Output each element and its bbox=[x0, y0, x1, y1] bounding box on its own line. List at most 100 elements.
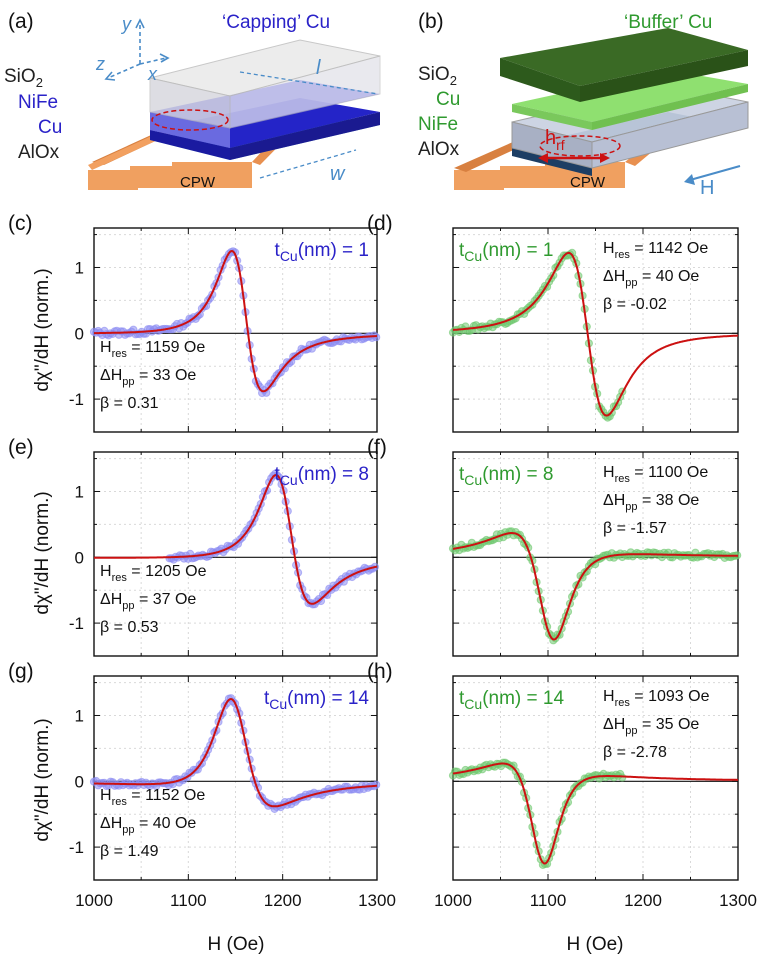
fit-param-sub: res bbox=[615, 697, 631, 709]
fit-param-sub: pp bbox=[625, 277, 637, 289]
hrf-label: hrf bbox=[545, 127, 565, 153]
fit-param-value: = 33 Oe bbox=[135, 367, 197, 384]
x-tick-label: 1000 bbox=[75, 891, 113, 910]
fit-param-value: = 1205 Oe bbox=[127, 563, 207, 580]
fit-param-value: = 1093 Oe bbox=[630, 688, 710, 705]
fit-param-main: ΔH bbox=[100, 591, 122, 608]
fit-param-main: H bbox=[100, 787, 112, 804]
x-tick-label: 1300 bbox=[719, 891, 757, 910]
fit-param-value: = 37 Oe bbox=[135, 591, 197, 608]
schematic-b-title: ‘Buffer’ Cu bbox=[624, 12, 712, 33]
fit-param-sub: pp bbox=[625, 501, 637, 513]
fit-param: Hres = 1093 Oe bbox=[603, 688, 710, 709]
cu-layer-b bbox=[512, 70, 748, 122]
fit-param-beta: β = -1.57 bbox=[603, 520, 667, 537]
sio2-layer-b bbox=[500, 28, 748, 86]
fit-param-sub: pp bbox=[122, 824, 134, 836]
series-title-sub: Cu bbox=[464, 248, 482, 264]
data-markers bbox=[448, 527, 742, 645]
y-tick-label: 0 bbox=[75, 548, 84, 567]
series-title-suffix: (nm) = 8 bbox=[482, 464, 553, 485]
layer-label-alox-a: AlOx bbox=[18, 142, 60, 163]
x-tick-label: 1000 bbox=[434, 891, 472, 910]
x-tick-label: 1200 bbox=[264, 891, 302, 910]
fit-param-value: = 1142 Oe bbox=[630, 240, 709, 257]
fit-line bbox=[453, 251, 738, 417]
fit-param: ΔHpp = 38 Oe bbox=[603, 492, 699, 513]
fit-param: ΔHpp = 33 Oe bbox=[100, 367, 196, 388]
y-tick-label: 0 bbox=[75, 772, 84, 791]
y-tick-label: 1 bbox=[75, 706, 84, 725]
fit-param-sub: res bbox=[615, 249, 631, 261]
fit-param: ΔHpp = 35 Oe bbox=[603, 716, 699, 737]
data-markers bbox=[165, 469, 379, 609]
chart-panel-f: (f) tCu(nm) = 8 Hres = 1100 Oe ΔHpp = 38 Oe… bbox=[367, 436, 742, 657]
fit-line bbox=[94, 249, 377, 393]
x-axis-label-right: H (Oe) bbox=[567, 934, 624, 955]
panel-label: (d) bbox=[367, 212, 393, 235]
panel-label: (f) bbox=[367, 436, 387, 459]
fit-param-value: = 1159 Oe bbox=[127, 339, 206, 356]
series-title-main: t bbox=[459, 464, 465, 485]
fit-param-sub: res bbox=[112, 572, 128, 584]
y-axis-label-row-1: dχ"/dH (norm.) bbox=[32, 268, 53, 391]
series-title: tCu(nm) = 14 bbox=[264, 688, 369, 712]
field-label: H bbox=[700, 177, 714, 199]
fit-line bbox=[452, 532, 739, 641]
cpw-label-b: CPW bbox=[570, 174, 606, 191]
fit-param: ΔHpp = 37 Oe bbox=[100, 591, 196, 612]
fit-param: Hres = 1152 Oe bbox=[100, 787, 205, 808]
fit-line bbox=[94, 473, 378, 605]
x-tick-label: 1100 bbox=[530, 891, 567, 910]
series-title-main: t bbox=[275, 464, 281, 485]
fit-param-value: = 40 Oe bbox=[135, 815, 197, 832]
dim-w-arrow bbox=[259, 149, 357, 179]
y-tick-label: -1 bbox=[69, 838, 84, 857]
layer-label-sio2-b: SiO2 bbox=[418, 64, 457, 88]
fit-param-main: H bbox=[603, 240, 615, 257]
dim-w-label: w bbox=[330, 163, 346, 185]
series-title: tCu(nm) = 1 bbox=[459, 240, 553, 264]
x-tick-label: 1200 bbox=[624, 891, 662, 910]
fit-line bbox=[94, 697, 377, 808]
y-axis-label-row-3: dχ"/dH (norm.) bbox=[32, 718, 53, 841]
data-point bbox=[372, 780, 381, 789]
fit-param-main: H bbox=[100, 339, 112, 356]
panel-label-b: (b) bbox=[418, 10, 444, 33]
fit-param-beta: β = 0.53 bbox=[100, 619, 159, 636]
fit-param: ΔHpp = 40 Oe bbox=[603, 268, 699, 289]
x-tick-label: 1300 bbox=[358, 891, 396, 910]
fit-param: ΔHpp = 40 Oe bbox=[100, 815, 196, 836]
fit-param-value: = 35 Oe bbox=[638, 716, 700, 733]
fit-param: Hres = 1142 Oe bbox=[603, 240, 708, 261]
fit-param-beta: β = -2.78 bbox=[603, 744, 667, 761]
chart-panel-h: 1000 1100 1200 1300 (h) tCu(nm) = 14 Hres = 10… bbox=[367, 660, 757, 910]
fit-param-main: ΔH bbox=[100, 367, 122, 384]
series-title-sub: Cu bbox=[464, 472, 482, 488]
fit-param-value: = 1152 Oe bbox=[127, 787, 206, 804]
fit-param-sub: pp bbox=[122, 376, 134, 388]
fit-param-main: H bbox=[603, 688, 615, 705]
x-axis-label-left: H (Oe) bbox=[208, 934, 265, 955]
fit-param-main: ΔH bbox=[603, 492, 625, 509]
fit-param: Hres = 1205 Oe bbox=[100, 563, 207, 584]
series-title-main: t bbox=[264, 688, 270, 709]
layer-label-nife-b: NiFe bbox=[418, 114, 458, 135]
layer-label-cu-a: Cu bbox=[38, 117, 62, 138]
fit-param: Hres = 1159 Oe bbox=[100, 339, 205, 360]
field-arrow bbox=[689, 165, 741, 181]
cpw-label-a: CPW bbox=[180, 174, 216, 191]
panel-label: (e) bbox=[8, 436, 34, 459]
fit-param-sub: pp bbox=[625, 725, 637, 737]
series-title-main: t bbox=[459, 688, 465, 709]
fit-param-main: H bbox=[100, 563, 112, 580]
fit-param: Hres = 1100 Oe bbox=[603, 464, 708, 485]
fit-param-sub: res bbox=[112, 796, 128, 808]
series-title-sub: Cu bbox=[280, 248, 298, 264]
axis-y-label: y bbox=[120, 14, 132, 34]
series-title: tCu(nm) = 8 bbox=[459, 464, 553, 488]
series-title-suffix: (nm) = 14 bbox=[287, 688, 369, 709]
layer-label-cu-b: Cu bbox=[436, 89, 460, 110]
fit-param-main: ΔH bbox=[100, 815, 122, 832]
